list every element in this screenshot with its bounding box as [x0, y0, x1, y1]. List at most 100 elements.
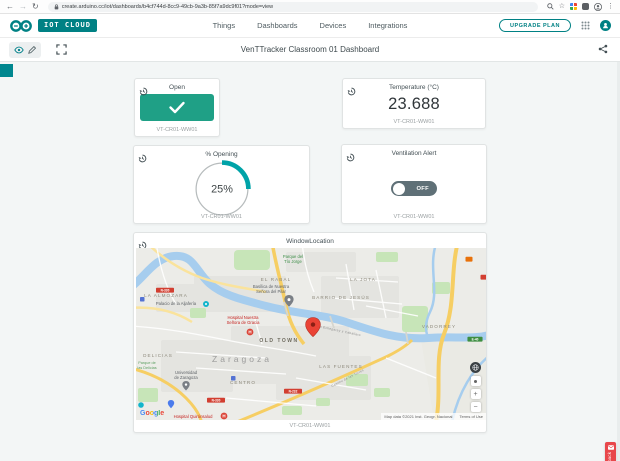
history-icon[interactable]: [347, 83, 356, 101]
road-shield: [480, 274, 486, 280]
url-text: create.arduino.cc/iot/dashboards/b4cf744…: [61, 3, 274, 10]
history-icon[interactable]: [139, 83, 148, 101]
google-logo[interactable]: Google: [140, 410, 165, 417]
attribution-text: Map data ©2021 Inst. Geogr. Nacional: [384, 414, 453, 419]
teal-poi-icon: [138, 402, 144, 408]
gauge-arc: [221, 160, 251, 190]
my-location-button[interactable]: [470, 376, 481, 386]
map-label: LAS FUENTES: [319, 364, 363, 369]
zoom-in-button[interactable]: +: [470, 389, 481, 399]
road-shield: N-330: [207, 397, 225, 403]
reload-icon[interactable]: ↻: [32, 1, 39, 11]
brand[interactable]: IOT CLOUD: [9, 19, 97, 33]
road-shield: N-232: [284, 388, 302, 394]
forward-icon[interactable]: →: [19, 1, 27, 11]
device-label: VT-CR01-WW01: [289, 423, 331, 429]
dashboard-toolbar: VenTTracker Classroom 01 Dashboard: [0, 38, 620, 62]
widget-title: WindowLocation: [286, 238, 334, 245]
lock-icon: [54, 3, 59, 9]
hospital-quironsalud-icon: H: [220, 412, 228, 420]
map-label: Hospital Quirónsalud: [174, 414, 214, 419]
map-label: CENTRO: [230, 380, 256, 385]
brand-badge: IOT CLOUD: [38, 19, 97, 32]
gauge: 25%: [194, 160, 251, 216]
history-icon[interactable]: [138, 237, 147, 255]
search-icon[interactable]: [546, 3, 554, 10]
profile-icon[interactable]: [594, 2, 602, 11]
browser-menu-icon[interactable]: ⋮: [607, 3, 614, 10]
feedback-tab[interactable]: Feedback: [605, 442, 616, 461]
map-label: Parque de las Delicias: [137, 361, 156, 370]
nav-devices[interactable]: Devices: [319, 21, 347, 30]
browser-chrome: ← → ↻ create.arduino.cc/iot/dashboards/b…: [0, 0, 620, 14]
gauge-value: 25%: [211, 184, 233, 196]
check-icon: [169, 101, 185, 114]
nav-dashboards[interactable]: Dashboards: [257, 21, 298, 30]
widget-title: Open: [169, 84, 185, 91]
map-label: EL RABAL: [261, 277, 292, 282]
universidad-pin-icon: [182, 381, 190, 391]
history-icon[interactable]: [138, 150, 147, 168]
history-icon[interactable]: [346, 149, 355, 167]
basilica-pin-icon: [284, 295, 294, 307]
fullscreen-icon[interactable]: [56, 44, 67, 55]
edit-mode-pencil-icon[interactable]: [28, 46, 36, 54]
road-shield: E-40: [467, 336, 483, 342]
road-shield: [465, 256, 473, 262]
map[interactable]: Parque del Tío Jorge EL RABAL LA JOTA LA ALM…: [136, 248, 486, 420]
map-label: LA ALMOZARA: [144, 293, 188, 298]
apps-grid-icon[interactable]: [581, 21, 590, 30]
avatar[interactable]: [600, 20, 611, 31]
back-icon[interactable]: ←: [6, 1, 14, 11]
map-label: OLD TOWN: [259, 338, 298, 344]
map-label: BARRIO DE JESÚS: [312, 294, 370, 300]
mode-toggle-group: [9, 42, 41, 58]
nav-integrations[interactable]: Integrations: [368, 21, 408, 30]
person-icon: [603, 23, 608, 29]
view-mode-eye-icon[interactable]: [14, 46, 24, 54]
terms-link[interactable]: Terms of Use: [459, 414, 483, 419]
upgrade-plan-button[interactable]: UPGRADE PLAN: [498, 19, 571, 32]
hospital-gracia-icon: H: [246, 328, 254, 336]
location-pin-icon: [305, 317, 321, 338]
dashboard-canvas: Open VT-CR01-WW01 Temperature (°C) 23.68…: [0, 62, 620, 461]
widget-ventilation-alert: Ventilation Alert OFF VT-CR01-WW01: [341, 144, 487, 224]
address-bar[interactable]: create.arduino.cc/iot/dashboards/b4cf744…: [47, 1, 538, 12]
extension-colored-icon[interactable]: [570, 3, 577, 10]
svg-text:E-40: E-40: [472, 337, 479, 341]
widget-percent-opening: % Opening 25% VT-CR01-WW01: [133, 145, 310, 224]
toggle-state: OFF: [416, 185, 429, 192]
feedback-label: Feedback: [608, 452, 613, 461]
map-label: VADORREY: [422, 324, 456, 329]
open-state-button[interactable]: [140, 94, 214, 121]
svg-text:H: H: [248, 330, 251, 335]
device-label: VT-CR01-WW01: [156, 127, 198, 133]
map-label: Parque del Tío Jorge: [283, 254, 303, 264]
map-controls: + −: [470, 362, 481, 412]
bookmark-star-icon[interactable]: ☆: [558, 3, 565, 10]
map-label: Hospital Nuestra Señora de Gracia: [227, 315, 260, 325]
share-icon[interactable]: [598, 44, 608, 54]
svg-text:N-330: N-330: [212, 398, 221, 402]
alert-toggle-switch[interactable]: OFF: [391, 181, 437, 196]
device-label: VT-CR01-WW01: [201, 214, 242, 220]
temperature-value: 23.688: [388, 95, 440, 113]
extension-dark-icon[interactable]: [582, 3, 589, 10]
map-label: Zaragoza: [212, 354, 272, 364]
widget-window-location: WindowLocation: [133, 232, 487, 433]
svg-text:N-232: N-232: [289, 389, 298, 393]
zoom-out-button[interactable]: −: [470, 402, 481, 412]
poi-blue-pin-icon: [167, 400, 175, 409]
widget-drawer-tab[interactable]: [0, 64, 13, 77]
transit-icon: [140, 297, 236, 381]
map-label: DELICIAS: [143, 353, 173, 358]
globe-button[interactable]: [470, 362, 481, 373]
map-label: Palacio de la Aljafería: [156, 301, 197, 306]
map-attribution: Map data ©2021 Inst. Geogr. Nacional Ter…: [381, 413, 486, 420]
app-header: IOT CLOUD Things Dashboards Devices Inte…: [0, 14, 620, 38]
widget-title: Ventilation Alert: [391, 150, 437, 157]
nav-things[interactable]: Things: [212, 21, 236, 30]
arduino-logo-icon: [10, 19, 32, 32]
svg-text:H: H: [222, 414, 225, 419]
scrollbar[interactable]: [617, 62, 620, 461]
